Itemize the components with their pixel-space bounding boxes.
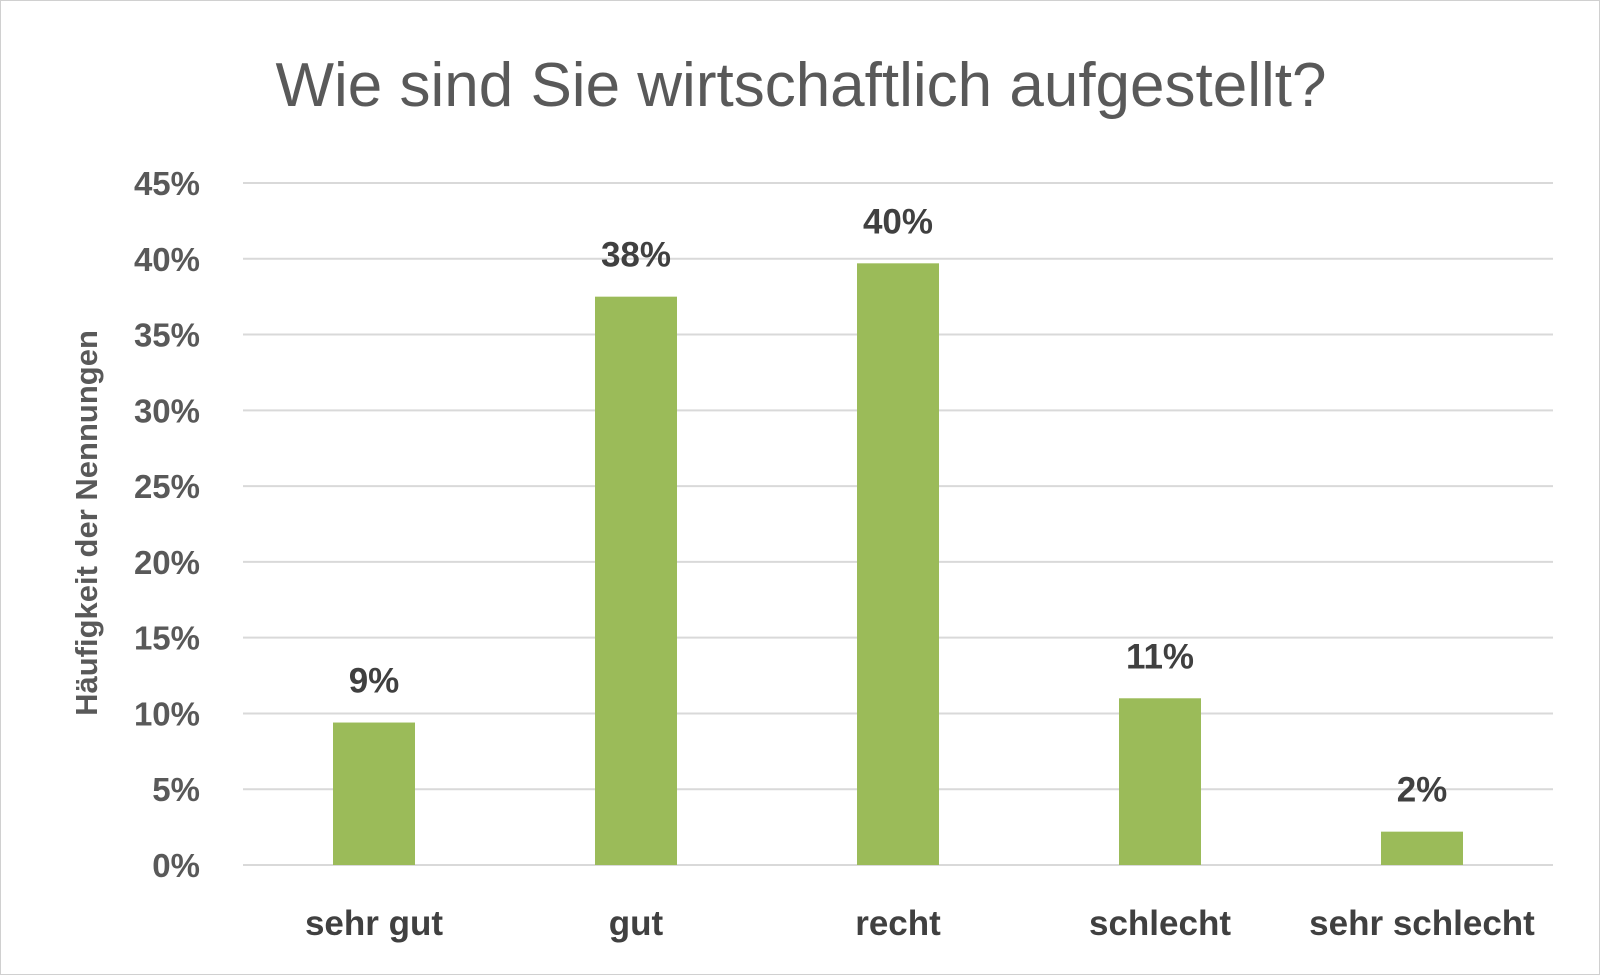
y-tick-label: 20% bbox=[134, 544, 200, 581]
chart-title: Wie sind Sie wirtschaftlich aufgestellt? bbox=[275, 51, 1326, 120]
x-tick-label: recht bbox=[855, 904, 941, 943]
bar-sehr-gut bbox=[333, 722, 415, 865]
y-tick-label: 40% bbox=[134, 241, 200, 278]
x-tick-label: sehr schlecht bbox=[1309, 904, 1535, 943]
x-tick-label: sehr gut bbox=[305, 904, 443, 943]
data-label: 2% bbox=[1397, 771, 1448, 810]
y-tick-label: 45% bbox=[134, 165, 200, 202]
data-label: 9% bbox=[349, 662, 400, 701]
y-tick-label: 5% bbox=[152, 771, 200, 808]
bar-sehr-schlecht bbox=[1381, 831, 1463, 865]
bar-recht bbox=[857, 263, 939, 865]
y-tick-label: 15% bbox=[134, 620, 200, 657]
x-tick-label: gut bbox=[609, 904, 664, 943]
y-tick-label: 30% bbox=[134, 392, 200, 429]
data-label: 40% bbox=[863, 202, 933, 241]
bar-gut bbox=[595, 296, 677, 866]
y-tick-label: 25% bbox=[134, 468, 200, 505]
data-label: 11% bbox=[1126, 637, 1194, 676]
y-tick-label: 10% bbox=[134, 695, 200, 732]
y-tick-label: 35% bbox=[134, 317, 200, 354]
x-tick-label: schlecht bbox=[1089, 904, 1231, 943]
y-axis-label: Häufigkeit der Nennungen bbox=[69, 330, 104, 716]
y-tick-label: 0% bbox=[152, 847, 200, 884]
data-label: 38% bbox=[601, 236, 671, 275]
bar-schlecht bbox=[1119, 698, 1201, 865]
